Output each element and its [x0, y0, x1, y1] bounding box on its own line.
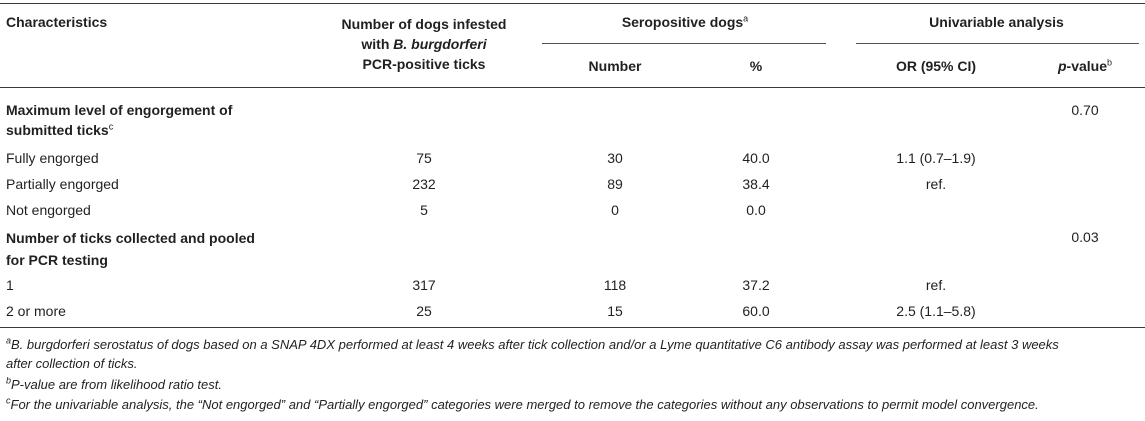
row-number: 30 [607, 150, 623, 166]
row-label: Partially engorged [6, 176, 119, 192]
section-engorgement-title: Maximum level of engorgement of submitte… [6, 100, 232, 140]
header-pvalue: p-valueb [1030, 58, 1140, 74]
footnote-a-line1: aB. burgdorferi serostatus of dogs based… [6, 335, 1059, 352]
header-dogs-line3: PCR-positive ticks [362, 56, 486, 72]
header-dogs-species: B. burgdorferi [393, 36, 487, 52]
bottom-rule [0, 327, 1145, 328]
header-pvalue-rest: -value [1066, 58, 1107, 74]
row-or: ref. [925, 176, 947, 192]
footnote-b: bP-value are from likelihood ratio test. [6, 375, 222, 392]
section-engorgement-pvalue: 0.70 [1071, 102, 1099, 118]
header-number: Number [588, 58, 642, 74]
row-dogs: 75 [416, 150, 432, 166]
header-seropositive: Seropositive dogsa [545, 14, 825, 30]
row-dogs: 317 [412, 277, 436, 293]
row-or: 1.1 (0.7–1.9) [896, 150, 976, 166]
row-number: 0 [611, 202, 619, 218]
univariable-group-rule [856, 43, 1139, 44]
header-pvalue-sup: b [1107, 57, 1113, 68]
footnote-c: cFor the univariable analysis, the “Not … [6, 395, 1039, 412]
footnote-c-sup: c [6, 395, 11, 406]
section-ticks-line1: Number of ticks collected and pooled [6, 230, 255, 246]
section-ticks-pvalue: 0.03 [1071, 229, 1099, 245]
row-percent: 60.0 [742, 303, 770, 319]
header-characteristics: Characteristics [6, 14, 108, 30]
section-engorgement-sup: c [108, 121, 114, 132]
footnote-c-text: For the univariable analysis, the “Not e… [10, 397, 1039, 412]
header-percent: % [749, 58, 763, 74]
footnote-b-sup: b [6, 375, 12, 386]
section-ticks-line2: for PCR testing [6, 252, 108, 268]
row-percent: 38.4 [742, 176, 770, 192]
header-seropositive-label: Seropositive dogs [621, 14, 744, 30]
footnote-a-text: B. burgdorferi serostatus of dogs based … [11, 337, 1059, 352]
footnote-b-text: P-value are from likelihood ratio test. [11, 377, 222, 392]
row-percent: 0.0 [746, 202, 766, 218]
row-or: 2.5 (1.1–5.8) [896, 303, 976, 319]
section-engorgement-line2-text: submitted ticks [6, 122, 109, 138]
row-number: 89 [607, 176, 623, 192]
row-percent: 37.2 [742, 277, 770, 293]
header-dogs-line2: with B. burgdorferi [299, 34, 549, 54]
row-number: 118 [603, 277, 627, 293]
row-label: Fully engorged [6, 150, 99, 166]
row-or: ref. [925, 277, 947, 293]
header-dogs-line1: Number of dogs infested [341, 16, 507, 32]
header-univariable: Univariable analysis [929, 14, 1064, 30]
footnote-a-sup: a [6, 335, 12, 346]
header-dogs-line2-pre: with [361, 36, 394, 52]
row-label: 1 [6, 277, 14, 293]
row-dogs: 25 [416, 303, 432, 319]
header-dogs-infested: Number of dogs infested with B. burgdorf… [299, 14, 549, 74]
top-rule [0, 3, 1145, 4]
header-pvalue-p: p [1057, 58, 1067, 74]
section-engorgement-line2: submitted ticksc [6, 120, 232, 140]
row-number: 15 [607, 303, 623, 319]
row-percent: 40.0 [742, 150, 770, 166]
row-dogs: 232 [412, 176, 436, 192]
row-label: Not engorged [6, 202, 91, 218]
section-engorgement-line1: Maximum level of engorgement of [6, 102, 233, 118]
section-ticks-title: Number of ticks collected and pooled for… [6, 227, 255, 271]
row-label: 2 or more [6, 303, 66, 319]
header-seropositive-sup: a [743, 13, 749, 24]
header-rule [0, 87, 1145, 88]
header-or: OR (95% CI) [895, 58, 977, 74]
row-dogs: 5 [420, 202, 428, 218]
seropositive-group-rule [542, 43, 826, 44]
footnote-a-line2: after collection of ticks. [6, 356, 138, 371]
